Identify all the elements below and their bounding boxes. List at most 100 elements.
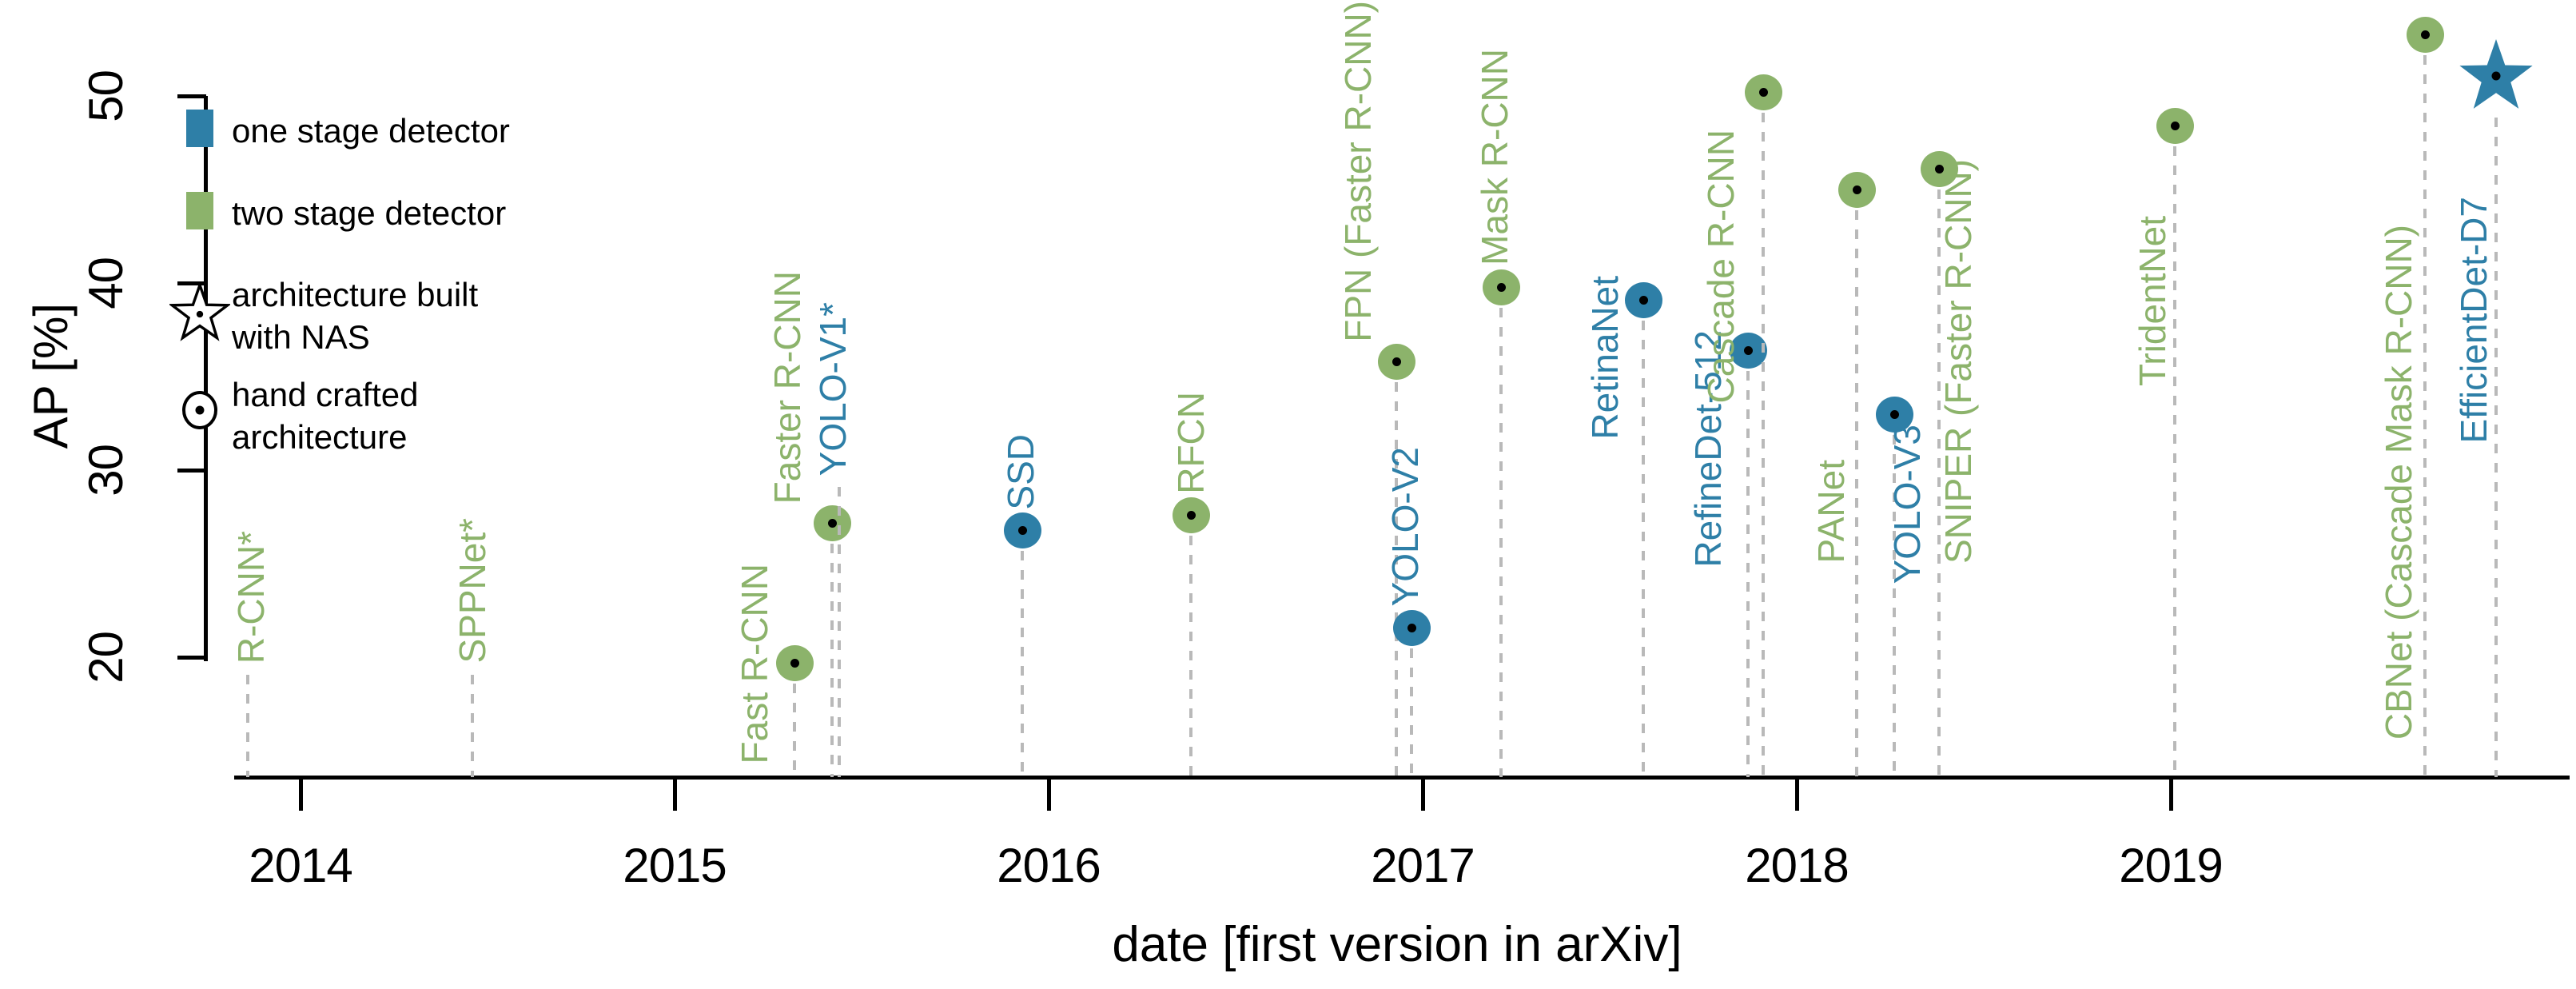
point-label-fpn-faster-r-cnn: FPN (Faster R-CNN) [1337, 1, 1380, 342]
point-label-mask-r-cnn: Mask R-CNN [1474, 49, 1516, 265]
x-tick-2019 [2168, 777, 2173, 811]
point-marker-dot-cascade-r-cnn [1758, 88, 1768, 98]
point-marker-dot-yolo-v2 [1407, 623, 1416, 632]
x-tick-2018 [1794, 777, 1799, 811]
x-tick-label-2019: 2019 [2119, 839, 2223, 892]
x-tick-label-2014: 2014 [249, 839, 352, 892]
y-axis-title: AP [%] [23, 302, 78, 449]
point-marker-dot-sniper-faster-r-cnn [1934, 165, 1944, 174]
point-label-yolo-v1: YOLO-V1* [811, 301, 854, 476]
x-tick-label-2015: 2015 [623, 839, 727, 892]
x-axis-title: date [first version in arXiv] [1112, 917, 1682, 972]
point-dashline-sniper-faster-r-cnn [1937, 189, 1941, 777]
x-tick-2014 [298, 777, 303, 811]
point-dashline-panet [1854, 210, 1858, 777]
y-tick-label-30: 30 [78, 444, 133, 496]
point-label-ssd: SSD [1000, 434, 1042, 510]
y-tick-50 [177, 94, 206, 98]
point-marker-ssd [1004, 512, 1042, 548]
point-dashline-faster-r-cnn [830, 543, 834, 777]
handcrafted-circle-icon [182, 391, 217, 429]
legend-label-nas: architecture built with NAS [232, 276, 479, 356]
point-dashline-fast-r-cnn [792, 684, 796, 777]
y-tick-label-20: 20 [78, 631, 133, 684]
point-dashline-yolo-v2 [1409, 648, 1413, 777]
two-stage-swatch [186, 192, 213, 229]
point-marker-refinedet-512 [1730, 333, 1768, 369]
point-dashline-cascade-r-cnn [1761, 113, 1765, 777]
point-dashline-mask-r-cnn [1499, 307, 1503, 777]
point-dashline-refinedet-512 [1746, 371, 1750, 777]
y-tick-label-40: 40 [78, 257, 133, 309]
point-marker-mask-r-cnn [1483, 269, 1521, 305]
legend-label-two-stage: two stage detector [232, 194, 507, 232]
point-label-cascade-r-cnn: Cascade R-CNN [1699, 130, 1742, 404]
y-axis-spine [204, 96, 208, 661]
point-marker-faster-r-cnn [813, 504, 851, 541]
point-marker-dot-rfcn [1186, 511, 1196, 520]
one-stage-swatch [186, 110, 213, 147]
point-marker-dot-ssd [1018, 525, 1028, 535]
x-tick-2017 [1420, 777, 1425, 811]
point-marker-panet [1837, 172, 1876, 208]
legend-label-one-stage: one stage detector [232, 112, 510, 150]
point-marker-sniper-faster-r-cnn [1920, 151, 1958, 188]
point-dashline-ssd [1021, 550, 1025, 777]
point-label-r-cnn: R-CNN* [230, 530, 273, 664]
point-marker-yolo-v3 [1875, 396, 1913, 433]
x-tick-label-2016: 2016 [997, 839, 1101, 892]
point-marker-cascade-r-cnn [1744, 74, 1782, 111]
point-marker-dot-tridentnet [2170, 122, 2180, 131]
point-label-rfcn: RFCN [1169, 392, 1212, 494]
x-tick-label-2017: 2017 [1371, 839, 1475, 892]
y-tick-label-50: 50 [78, 70, 133, 122]
legend-label-handcrafted: hand crafted architecture [232, 376, 419, 456]
point-marker-retinanet [1625, 282, 1663, 319]
point-marker-yolo-v2 [1392, 609, 1431, 646]
point-marker-rfcn [1172, 497, 1210, 534]
y-tick-label-50-box: 50 [74, 40, 137, 152]
point-marker-dot-yolo-v3 [1889, 409, 1899, 419]
x-tick-2015 [672, 777, 677, 811]
point-label-efficientdet-d7: EfficientDet-D7 [2453, 197, 2495, 444]
point-label-panet: PANet [1810, 460, 1852, 564]
point-label-retinanet: RetinaNet [1584, 276, 1626, 440]
point-label-sppnet: SPPNet* [452, 518, 494, 664]
point-label-yolo-v2: YOLO-V2 [1384, 446, 1426, 606]
point-marker-tridentnet [2156, 108, 2194, 145]
point-marker-dot-mask-r-cnn [1497, 282, 1507, 292]
point-label-sniper-faster-r-cnn: SNIPER (Faster R-CNN) [1937, 158, 1979, 564]
point-dashline-sppnet [471, 675, 475, 777]
point-label-fast-r-cnn: Fast R-CNN [733, 563, 775, 764]
y-tick-40 [177, 281, 206, 285]
point-dashline-tridentnet [2172, 146, 2176, 777]
point-marker-dot-cbnet-cascade-mask-r-cnn [2421, 30, 2431, 39]
point-star-marker-efficientdet-d7 [2459, 38, 2533, 109]
y-tick-label-20-box: 20 [74, 601, 137, 713]
point-marker-dot-panet [1852, 185, 1861, 194]
point-marker-dot-refinedet-512 [1744, 346, 1754, 356]
point-label-tridentnet: TridentNet [2131, 215, 2173, 386]
y-tick-label-30-box: 30 [74, 414, 137, 526]
point-marker-dot-fast-r-cnn [790, 659, 799, 668]
point-label-cbnet-cascade-mask-r-cnn: CBNet (Cascade Mask R-CNN) [2378, 224, 2420, 740]
point-dashline-efficientdet-d7 [2494, 117, 2498, 777]
nas-star-icon [169, 284, 230, 341]
point-dashline-retinanet [1642, 321, 1646, 777]
point-marker-dot-retinanet [1639, 296, 1649, 305]
y-tick-20 [177, 655, 206, 660]
point-dashline-rfcn [1188, 536, 1192, 777]
x-axis-spine [234, 776, 2570, 780]
point-dashline-yolo-v3 [1892, 434, 1896, 777]
point-marker-fpn-faster-r-cnn [1378, 344, 1416, 381]
point-marker-dot-fpn-faster-r-cnn [1392, 357, 1402, 367]
x-tick-label-2018: 2018 [1745, 839, 1849, 892]
point-dashline-r-cnn [246, 675, 250, 777]
x-tick-2016 [1046, 777, 1051, 811]
point-dashline-yolo-v1 [837, 487, 841, 777]
y-tick-30 [177, 468, 206, 473]
point-marker-dot-faster-r-cnn [827, 518, 837, 528]
point-marker-fast-r-cnn [775, 645, 814, 682]
point-dashline-cbnet-cascade-mask-r-cnn [2423, 54, 2427, 777]
